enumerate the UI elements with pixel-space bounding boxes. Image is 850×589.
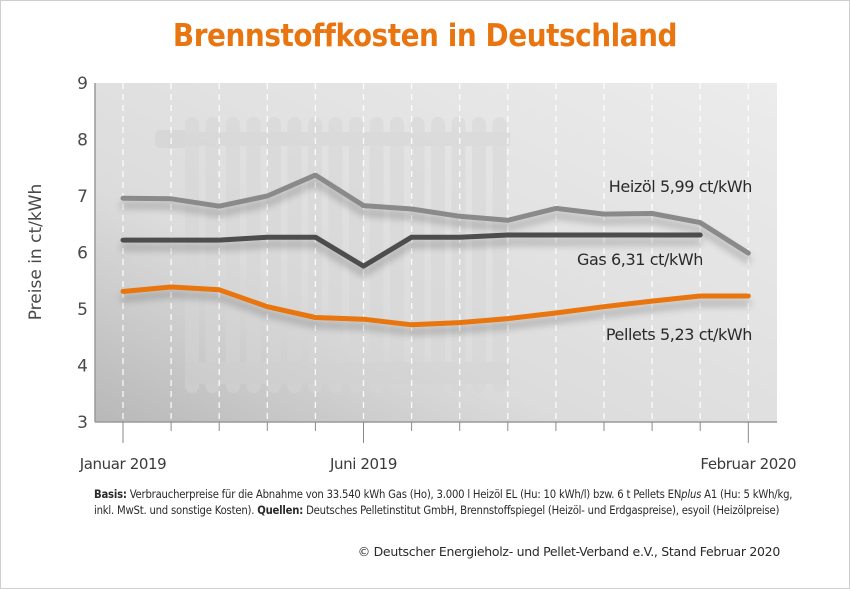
sources-text: Deutsches Pelletinstitut GmbH, Brennstof… <box>303 504 780 517</box>
radiator-top-bar <box>185 132 510 146</box>
y-tick-label: 6 <box>77 244 88 264</box>
radiator-fin <box>287 117 302 393</box>
series-labels: Heizöl 5,99 ct/kWh Gas 6,31 ct/kWh Pellets… <box>577 177 752 344</box>
x-tick-label: Januar 2019 <box>79 455 167 473</box>
y-tick-labels: 3 4 5 6 7 8 9 <box>77 74 88 433</box>
x-ticks: Januar 2019 Juni 2019 Februar 2020 <box>79 422 797 473</box>
radiator-fin <box>226 117 240 393</box>
radiator-fin <box>431 117 445 393</box>
radiator-watermark-icon <box>155 117 510 393</box>
sources-label: Quellen: <box>257 504 304 517</box>
x-tick-label: Juni 2019 <box>329 455 397 473</box>
y-tick-label: 7 <box>77 187 88 207</box>
radiator-fin <box>410 117 425 393</box>
y-tick-label: 4 <box>77 357 88 377</box>
radiator-fin <box>267 117 281 393</box>
radiator-fin <box>492 117 507 393</box>
basis-text: Verbraucherpreise für die Abnahme von 33… <box>126 488 682 501</box>
basis-label: Basis: <box>94 488 127 501</box>
radiator-fin <box>185 117 199 393</box>
radiator-fin <box>451 117 466 393</box>
radiator-fin <box>472 117 486 393</box>
series-label-heizöl: Heizöl 5,99 ct/kWh <box>609 177 752 196</box>
radiator-fin <box>246 117 261 393</box>
series-line-pellets <box>120 284 751 328</box>
series-label-gas: Gas 6,31 ct/kWh <box>577 250 703 269</box>
basis-text-2: A1 (Hu: 5 kWh/kg, inkl. MwSt. und sonsti… <box>94 488 793 517</box>
series-label-pellets: Pellets 5,23 ct/kWh <box>606 325 752 344</box>
series-line-gas <box>120 232 703 269</box>
radiator-fin <box>349 117 363 393</box>
series-line-heizöl <box>120 172 751 256</box>
radiator-bottom-bar <box>185 362 510 384</box>
footnote: Basis: Verbraucherpreise für die Abnahme… <box>94 487 794 519</box>
radiator-fin <box>308 117 322 393</box>
radiator-fin <box>205 117 220 393</box>
chart-title: Brennstoffkosten in Deutschland <box>172 18 678 54</box>
y-tick-label: 8 <box>77 131 88 151</box>
enplus-italic: plus <box>681 488 702 501</box>
y-tick-label: 3 <box>77 413 88 433</box>
radiator-fin <box>369 117 384 393</box>
grid-lines <box>122 83 749 422</box>
series-lines <box>120 172 751 328</box>
y-tick-label: 9 <box>77 74 88 94</box>
x-tick-label: Februar 2020 <box>700 455 796 473</box>
radiator-fin <box>390 117 404 393</box>
y-tick-label: 5 <box>77 300 88 320</box>
copyright-notice: © Deutscher Energieholz- und Pellet-Verb… <box>357 544 781 559</box>
